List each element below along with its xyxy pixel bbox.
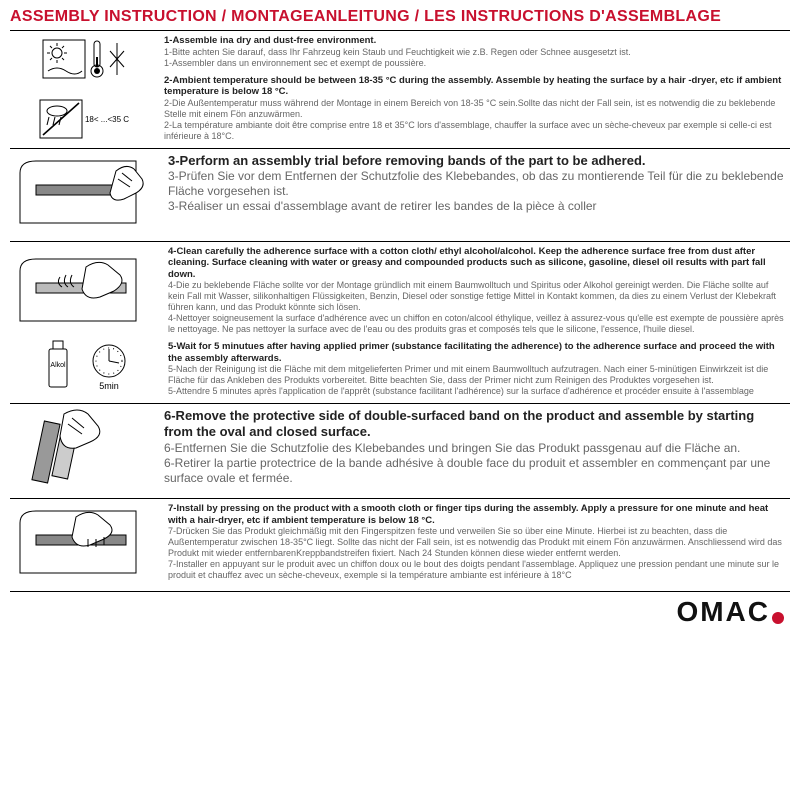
sun-box-icon (42, 39, 86, 79)
row-step-7: 7-Install by pressing on the product wit… (10, 499, 790, 592)
step2-de: 2-Die Außentemperatur muss während der M… (164, 98, 784, 120)
row-steps-1-2: 18< ...<35 C 1-Assemble ina dry and dust… (10, 31, 790, 149)
step6-fr: 6-Retirer la partie protectrice de la ba… (164, 456, 784, 486)
hand-press-icon (16, 503, 156, 587)
step1-de: 1-Bitte achten Sie darauf, dass Ihr Fahr… (164, 47, 784, 58)
step7-fr: 7-Installer en appuyant sur le produit a… (168, 559, 784, 581)
page-title: ASSEMBLY INSTRUCTION / MONTAGEANLEITUNG … (10, 8, 790, 31)
row-step-3: 3-Perform an assembly trial before remov… (10, 149, 790, 242)
step5-fr: 5-Attendre 5 minutes après l'application… (168, 386, 784, 397)
hand-place-icon (16, 153, 156, 237)
illustration-press (10, 499, 162, 591)
bottle-icon: Alkol (43, 337, 73, 391)
text-step-7: 7-Install by pressing on the product wit… (162, 499, 790, 591)
illustration-peel (10, 404, 158, 498)
no-rain-icon (39, 99, 83, 139)
step3-en: 3-Perform an assembly trial before remov… (168, 153, 784, 169)
text-steps-4-5: 4-Clean carefully the adherence surface … (162, 242, 790, 404)
clock-icon (89, 341, 129, 381)
hand-wipe-icon (16, 253, 156, 333)
step2-en: 2-Ambient temperature should be between … (164, 75, 784, 98)
row-steps-4-5: Alkol 5min 4-Clean carefully the adheren… (10, 242, 790, 405)
illustration-environment: 18< ...<35 C (10, 31, 158, 148)
snow-icon (108, 39, 126, 79)
step7-en: 7-Install by pressing on the product wit… (168, 503, 784, 526)
step1-en: 1-Assemble ina dry and dust-free environ… (164, 35, 784, 47)
footer: OMAC (10, 592, 790, 628)
step6-de: 6-Entfernen Sie die Schutzfolie des Kleb… (164, 441, 784, 456)
step4-en: 4-Clean carefully the adherence surface … (168, 246, 784, 281)
step4-fr: 4-Nettoyer soigneusement la surface d'ad… (168, 313, 784, 335)
text-step-3: 3-Perform an assembly trial before remov… (162, 149, 790, 241)
step3-de: 3-Prüfen Sie vor dem Entfernen der Schut… (168, 169, 784, 199)
illustration-trial (10, 149, 162, 241)
temp-range-label: 18< ...<35 C (85, 115, 129, 124)
step1-fr: 1-Assembler dans un environnement sec et… (164, 58, 784, 69)
step5-en: 5-Wait for 5 minutues after having appli… (168, 341, 784, 364)
thermometer-icon (88, 39, 106, 79)
timer-label: 5min (89, 381, 129, 391)
text-steps-1-2: 1-Assemble ina dry and dust-free environ… (158, 31, 790, 148)
text-step-6: 6-Remove the protective side of double-s… (158, 404, 790, 498)
step6-en: 6-Remove the protective side of double-s… (164, 408, 784, 441)
step7-de: 7-Drücken Sie das Produkt gleichmäßig mi… (168, 526, 784, 559)
brand-logo: OMAC (676, 596, 770, 628)
instruction-sheet: ASSEMBLY INSTRUCTION / MONTAGEANLEITUNG … (0, 0, 800, 800)
row-step-6: 6-Remove the protective side of double-s… (10, 404, 790, 499)
bottle-label: Alkol (50, 362, 66, 369)
step3-fr: 3-Réaliser un essai d'assemblage avant d… (168, 199, 784, 214)
step2-fr: 2-La température ambiante doit être comp… (164, 120, 784, 142)
step5-de: 5-Nach der Reinigung ist die Fläche mit … (168, 364, 784, 386)
step4-de: 4-Die zu beklebende Fläche sollte vor de… (168, 280, 784, 313)
peel-tape-icon (24, 408, 144, 494)
brand-dot-icon (772, 612, 784, 624)
illustration-clean-wait: Alkol 5min (10, 242, 162, 404)
